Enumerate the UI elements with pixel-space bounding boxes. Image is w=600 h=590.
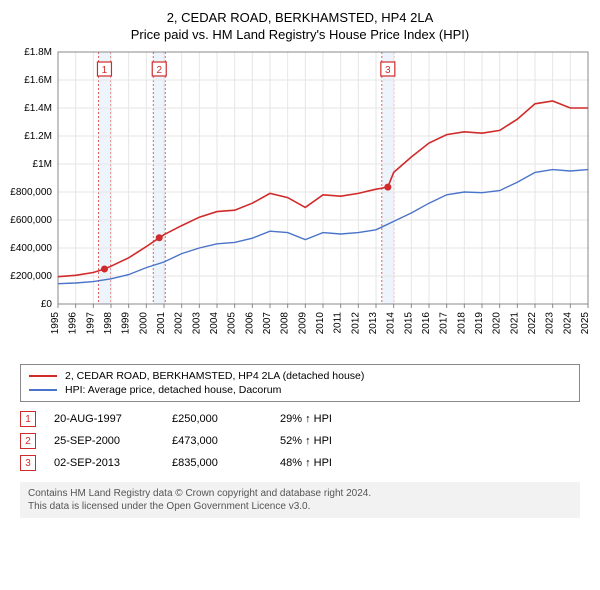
x-tick-label: 2004 [209,312,220,335]
footer-line1: Contains HM Land Registry data © Crown c… [28,487,572,500]
x-tick-label: 2016 [421,312,432,335]
x-tick-label: 2018 [456,312,467,335]
y-tick-label: £400,000 [10,243,52,254]
sale-marker: 2 [20,433,36,449]
x-tick-label: 1995 [50,312,61,335]
y-tick-label: £0 [41,299,53,310]
sale-pct: 29% ↑ HPI [280,413,390,425]
sale-pct: 52% ↑ HPI [280,435,390,447]
attribution-footer: Contains HM Land Registry data © Crown c… [20,482,580,518]
x-tick-label: 2014 [386,312,397,335]
footer-line2: This data is licensed under the Open Gov… [28,500,572,513]
title-address: 2, CEDAR ROAD, BERKHAMSTED, HP4 2LA [10,10,590,25]
chart-container: 2, CEDAR ROAD, BERKHAMSTED, HP4 2LA Pric… [0,0,600,530]
x-tick-label: 2015 [403,312,414,335]
y-tick-label: £1M [33,159,52,170]
sale-row: 1 20-AUG-1997 £250,000 29% ↑ HPI [20,408,580,430]
x-tick-label: 2009 [297,312,308,335]
y-tick-label: £600,000 [10,215,52,226]
x-tick-label: 2005 [227,312,238,335]
sale-point-marker [384,184,391,191]
sale-row: 3 02-SEP-2013 £835,000 48% ↑ HPI [20,452,580,474]
sale-marker: 3 [20,455,36,471]
sale-point-marker [156,234,163,241]
legend-row: HPI: Average price, detached house, Daco… [29,383,571,397]
y-tick-label: £1.4M [24,103,52,114]
x-tick-label: 2007 [262,312,273,335]
x-tick-label: 2001 [156,312,167,335]
x-tick-label: 1999 [121,312,132,335]
x-tick-label: 2002 [174,312,185,335]
x-tick-label: 1997 [85,312,96,335]
x-tick-label: 1996 [68,312,79,335]
sale-price: £473,000 [172,435,262,447]
x-tick-label: 2022 [527,312,538,335]
y-tick-label: £200,000 [10,271,52,282]
x-tick-label: 2021 [509,312,520,335]
x-tick-label: 2010 [315,312,326,335]
x-tick-label: 2024 [562,312,573,335]
sale-row: 2 25-SEP-2000 £473,000 52% ↑ HPI [20,430,580,452]
x-tick-label: 2006 [244,312,255,335]
band-marker-label: 1 [102,65,108,76]
sales-block: 1 20-AUG-1997 £250,000 29% ↑ HPI 2 25-SEP-200… [20,408,580,474]
x-tick-label: 2020 [492,312,503,335]
x-tick-label: 2012 [350,312,361,335]
sale-price: £250,000 [172,413,262,425]
sale-pct: 48% ↑ HPI [280,457,390,469]
chart: £0 £200,000 £400,000 £600,000 £800,000 £1M £1.… [10,48,590,358]
sale-date: 20-AUG-1997 [54,413,154,425]
band-marker-label: 3 [385,65,391,76]
x-tick-label: 2011 [333,312,344,334]
legend-swatch [29,375,57,377]
y-tick-label: £1.2M [24,131,52,142]
x-tick-label: 1998 [103,312,114,335]
x-tick-label: 2000 [138,312,149,335]
x-tick-label: 2025 [580,312,590,335]
legend-row: 2, CEDAR ROAD, BERKHAMSTED, HP4 2LA (det… [29,369,571,383]
title-subtitle: Price paid vs. HM Land Registry's House … [10,27,590,42]
title-block: 2, CEDAR ROAD, BERKHAMSTED, HP4 2LA Pric… [10,10,590,42]
x-tick-label: 2008 [280,312,291,335]
sale-point-marker [101,266,108,273]
sale-price: £835,000 [172,457,262,469]
x-tick-label: 2017 [439,312,450,335]
sale-date: 25-SEP-2000 [54,435,154,447]
legend-label: 2, CEDAR ROAD, BERKHAMSTED, HP4 2LA (det… [65,370,364,382]
legend-label: HPI: Average price, detached house, Daco… [65,384,281,396]
chart-svg: £0 £200,000 £400,000 £600,000 £800,000 £1M £1.… [10,48,590,358]
legend: 2, CEDAR ROAD, BERKHAMSTED, HP4 2LA (det… [20,364,580,402]
x-tick-label: 2023 [545,312,556,335]
x-tick-label: 2019 [474,312,485,335]
x-tick-label: 2013 [368,312,379,335]
band-marker-label: 2 [156,65,162,76]
sale-date: 02-SEP-2013 [54,457,154,469]
y-tick-label: £800,000 [10,187,52,198]
sale-marker: 1 [20,411,36,427]
legend-swatch [29,389,57,391]
y-tick-label: £1.6M [24,75,52,86]
y-tick-label: £1.8M [24,48,52,58]
x-tick-label: 2003 [191,312,202,335]
